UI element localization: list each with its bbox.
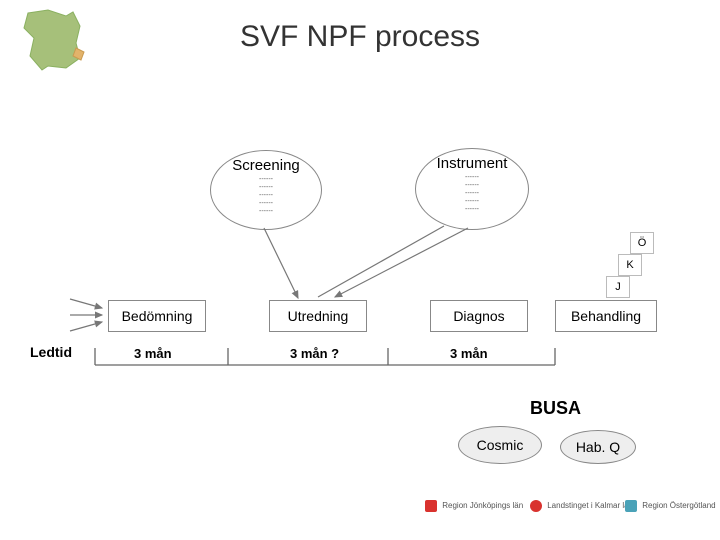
process-label: Behandling (571, 308, 641, 324)
variant-box-k: K (618, 254, 642, 276)
footer-logo-text: Region Östergötland (642, 501, 715, 510)
variant-box-o: Ö (630, 232, 654, 254)
screening-ellipse: Screening ------ ------ ------ ------ --… (210, 150, 322, 230)
process-box-diagnos: Diagnos (430, 300, 528, 332)
process-label: Diagnos (453, 308, 504, 324)
ledtid-label: Ledtid (30, 344, 72, 360)
timeline-seg-2: 3 mån ? (290, 346, 339, 361)
footer-logo-text: Landstinget i Kalmar län (547, 501, 633, 510)
instrument-ellipse: Instrument ------ ------ ------ ------ -… (415, 148, 529, 230)
system-habq: Hab. Q (560, 430, 636, 464)
footer-logo-text: Region Jönköpings län (442, 501, 523, 510)
timeline-seg-3: 3 mån (450, 346, 488, 361)
page-title: SVF NPF process (0, 20, 720, 54)
footer-logo: Region Östergötland (625, 500, 716, 512)
system-label: Hab. Q (576, 439, 620, 455)
footer-logos: Region Jönköpings län Landstinget i Kalm… (0, 500, 720, 530)
slide-stage: SVF NPF process Screening ------ ------ … (0, 0, 720, 540)
busa-label: BUSA (530, 398, 581, 419)
process-label: Utredning (288, 308, 349, 324)
footer-logo: Landstinget i Kalmar län (530, 500, 633, 512)
system-label: Cosmic (477, 437, 524, 453)
process-box-behandling: Behandling (555, 300, 657, 332)
screening-label: Screening (211, 157, 321, 174)
process-box-bedomning: Bedömning (108, 300, 206, 332)
variant-box-j: J (606, 276, 630, 298)
footer-logo: Region Jönköpings län (425, 500, 523, 512)
timeline-seg-1: 3 mån (134, 346, 172, 361)
process-box-utredning: Utredning (269, 300, 367, 332)
process-label: Bedömning (122, 308, 193, 324)
instrument-dots: ------ ------ ------ ------ ------ (416, 174, 528, 214)
screening-dots: ------ ------ ------ ------ ------ (211, 176, 321, 216)
instrument-label: Instrument (416, 155, 528, 172)
system-cosmic: Cosmic (458, 426, 542, 464)
